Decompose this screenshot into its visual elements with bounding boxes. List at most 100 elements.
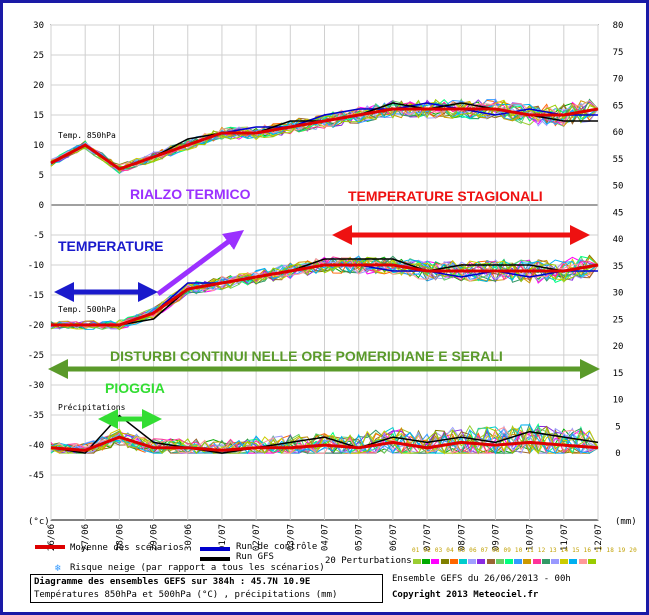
gfs-t500-line xyxy=(51,258,599,326)
x-tick-label: 30/06 xyxy=(184,524,194,551)
diagram-info-box: Diagramme des ensembles GEFS sur 384h : … xyxy=(30,574,383,603)
perturbations-legend-label: 20 Perturbations xyxy=(325,556,412,566)
perturbation-swatch xyxy=(449,559,458,564)
y-right-tick-label: 20 xyxy=(613,342,624,352)
y-right-tick-label: 65 xyxy=(613,101,624,111)
snow-flake-icon: ❄ xyxy=(55,563,62,574)
perturbation-numbers: 01 02 03 04 05 06 07 08 09 10 11 12 13 1… xyxy=(412,547,637,554)
perturbation-swatch xyxy=(578,559,587,564)
y-left-tick-label: 5 xyxy=(39,171,44,181)
mean-t500-line xyxy=(51,263,599,327)
perturbation-t850-line xyxy=(50,98,599,169)
y-right-tick-label: 70 xyxy=(613,75,624,85)
perturbation-swatch xyxy=(541,559,550,564)
y-left-tick-label: -30 xyxy=(28,381,44,391)
perturbation-swatch xyxy=(532,559,541,564)
run-info: Ensemble GEFS du 26/06/2013 - 00h xyxy=(392,574,571,584)
x-tick-label: 11/07 xyxy=(560,524,570,551)
y-left-tick-label: -5 xyxy=(33,231,44,241)
temperature-text: TEMPERATURE xyxy=(58,238,164,254)
gfs-legend-swatch xyxy=(200,557,230,561)
perturbation-precip-line xyxy=(50,424,599,455)
y-right-tick-label: 0 xyxy=(615,449,620,459)
perturbation-precip-line xyxy=(50,425,599,455)
x-tick-label: 01/07 xyxy=(218,524,228,551)
y-right-tick-label: 45 xyxy=(613,208,624,218)
gfs-legend-label: Run GFS xyxy=(236,552,274,562)
t850-series-label: Temp. 850hPa xyxy=(58,131,116,140)
perturbation-swatch xyxy=(440,559,449,564)
perturbation-swatch xyxy=(477,559,486,564)
y-right-tick-label: 35 xyxy=(613,262,624,272)
x-tick-label: 08/07 xyxy=(457,524,467,551)
copyright: Copyright 2013 Meteociel.fr xyxy=(392,590,539,600)
perturbation-swatch xyxy=(587,559,596,564)
control-legend-swatch xyxy=(200,547,230,551)
y-left-tick-label: 20 xyxy=(33,81,44,91)
y-right-tick-label: 25 xyxy=(613,315,624,325)
perturbation-swatch xyxy=(486,559,495,564)
diagram-title: Diagramme des ensembles GEFS sur 384h : … xyxy=(34,577,311,587)
stagionali-text: TEMPERATURE STAGIONALI xyxy=(348,188,543,204)
perturbation-swatch xyxy=(569,559,578,564)
x-tick-label: 09/07 xyxy=(491,524,501,551)
x-tick-label: 05/07 xyxy=(355,524,365,551)
y-left-tick-label: 0 xyxy=(39,201,44,211)
t500-series-label: Temp. 500hPa xyxy=(58,305,116,314)
pioggia-text: PIOGGIA xyxy=(105,380,165,396)
y-right-tick-label: 5 xyxy=(615,422,620,432)
perturbation-swatch xyxy=(459,559,467,564)
perturbation-precip-line xyxy=(50,426,599,454)
y-right-tick-label: 55 xyxy=(613,155,624,165)
gfs-precip-line xyxy=(50,414,599,454)
perturbation-swatch xyxy=(514,559,523,564)
perturbation-swatch xyxy=(551,559,559,564)
x-tick-label: 02/07 xyxy=(252,524,262,551)
perturbation-swatch xyxy=(495,559,504,564)
y-right-tick-label: 30 xyxy=(613,289,624,299)
perturbation-swatch xyxy=(560,559,569,564)
x-tick-label: 06/07 xyxy=(389,524,399,551)
right-unit-label: (mm) xyxy=(615,517,637,527)
y-right-tick-label: 80 xyxy=(613,21,624,31)
y-left-tick-label: -10 xyxy=(28,261,44,271)
x-tick-label: 27/06 xyxy=(81,524,91,551)
y-left-tick-label: 10 xyxy=(33,141,44,151)
disturbi-text: DISTURBI CONTINUI NELLE ORE POMERIDIANE … xyxy=(110,348,503,364)
x-tick-label: 10/07 xyxy=(526,524,536,551)
x-tick-label: 07/07 xyxy=(423,524,433,551)
diagram-subtitle: Températures 850hPa et 500hPa (°C) , pré… xyxy=(34,590,338,600)
y-left-tick-label: -45 xyxy=(28,471,44,481)
perturbation-swatch xyxy=(505,559,513,564)
perturbation-swatch xyxy=(431,559,440,564)
y-right-tick-label: 40 xyxy=(613,235,624,245)
mean-legend-swatch xyxy=(35,545,65,549)
left-unit-label: (°c) xyxy=(28,517,50,527)
rialzo-text: RIALZO TERMICO xyxy=(130,186,251,202)
y-left-tick-label: -20 xyxy=(28,321,44,331)
y-right-tick-label: 15 xyxy=(613,369,624,379)
y-right-tick-label: 60 xyxy=(613,128,624,138)
y-left-tick-label: 30 xyxy=(33,21,44,31)
perturbation-swatch xyxy=(468,559,477,564)
mean-precip-line xyxy=(50,435,599,452)
y-left-tick-label: 25 xyxy=(33,51,44,61)
mean-legend-label: Moyenne des scénarios xyxy=(70,543,184,553)
y-right-tick-label: 75 xyxy=(613,48,624,58)
rialzo-arrow xyxy=(156,230,245,297)
x-tick-label: 03/07 xyxy=(286,524,296,551)
y-left-tick-label: -25 xyxy=(28,351,44,361)
y-left-tick-label: -15 xyxy=(28,291,44,301)
x-tick-label: 29/06 xyxy=(150,524,160,551)
x-tick-label: 28/06 xyxy=(115,524,125,551)
y-left-tick-label: -40 xyxy=(28,441,44,451)
perturbation-swatch xyxy=(413,559,421,564)
y-right-tick-label: 10 xyxy=(613,396,624,406)
precip-series-label: Précipitations xyxy=(58,402,126,412)
y-right-tick-label: 50 xyxy=(613,182,624,192)
control-legend-label: Run de contrôle xyxy=(236,542,318,552)
snow-risk-label: Risque neige (par rapport a tous les scé… xyxy=(70,563,325,573)
mean-t850-line xyxy=(50,107,599,171)
x-tick-label: 12/07 xyxy=(594,524,604,551)
y-left-tick-label: -35 xyxy=(28,411,44,421)
